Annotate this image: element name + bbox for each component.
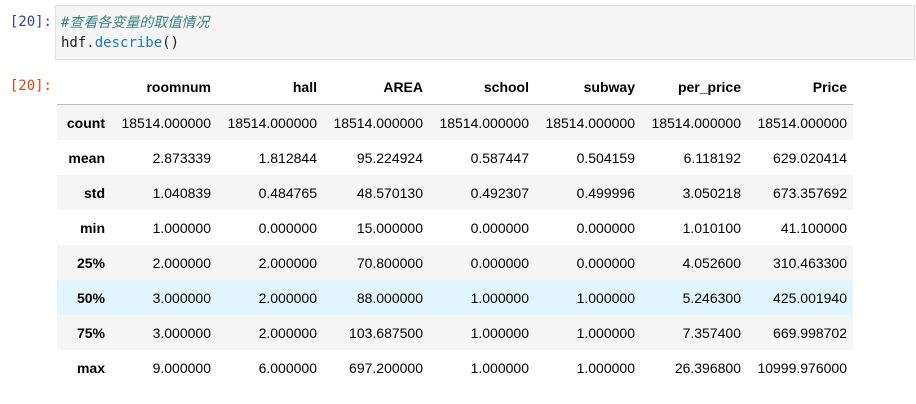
table-cell: 88.000000 (356, 289, 423, 306)
table-row: std 1.040839 0.484765 48.570130 0.492307… (57, 175, 853, 210)
table-cell: 697.200000 (349, 359, 423, 376)
table-row: max 9.000000 6.000000 697.200000 1.00000… (57, 350, 853, 385)
table-cell: 6.000000 (258, 359, 317, 376)
row-label: std (84, 184, 105, 201)
table-cell: 10999.976000 (757, 359, 847, 376)
table-cell: 18514.000000 (439, 114, 529, 131)
row-label: 25% (76, 254, 105, 271)
table-cell: 70.800000 (356, 254, 423, 271)
table-cell: 103.687500 (349, 324, 423, 341)
table-cell: 0.484765 (258, 184, 317, 201)
table-cell: 0.499996 (576, 184, 635, 201)
table-cell: 0.000000 (258, 219, 317, 236)
table-row: 50% 3.000000 2.000000 88.000000 1.000000… (57, 280, 853, 315)
table-cell: 0.492307 (470, 184, 529, 201)
table-row: count 18514.000000 18514.000000 18514.00… (57, 104, 853, 140)
column-header-subway: subway (535, 69, 641, 105)
table-cell: 18514.000000 (333, 114, 423, 131)
table-cell: 2.000000 (258, 324, 317, 341)
table-cell: 3.050218 (682, 184, 741, 201)
code-statement-line: hdf.describe() (61, 33, 914, 53)
table-cell: 0.504159 (576, 149, 635, 166)
table-cell: 18514.000000 (545, 114, 635, 131)
column-header-roomnum: roomnum (111, 69, 217, 105)
table-cell: 1.000000 (576, 359, 635, 376)
code-cell-editor[interactable]: #查看各变量的取值情况 hdf.describe() (55, 5, 915, 60)
table-row: 75% 3.000000 2.000000 103.687500 1.00000… (57, 315, 853, 350)
table-row: mean 2.873339 1.812844 95.224924 0.58744… (57, 140, 853, 175)
table-cell: 26.396800 (674, 359, 741, 376)
table-cell: 3.000000 (152, 324, 211, 341)
row-label: min (80, 219, 105, 236)
table-cell: 18514.000000 (227, 114, 317, 131)
row-label: 50% (76, 289, 105, 306)
table-cell: 425.001940 (773, 289, 847, 306)
table-cell: 1.812844 (258, 149, 317, 166)
code-method: describe (94, 35, 163, 51)
row-label: 75% (76, 324, 105, 341)
table-cell: 0.587447 (470, 149, 529, 166)
code-dot: . (86, 35, 95, 51)
code-comment-line: #查看各变量的取值情况 (61, 13, 914, 33)
table-cell: 1.000000 (470, 289, 529, 306)
column-header-hall: hall (217, 69, 323, 105)
table-cell: 95.224924 (356, 149, 423, 166)
table-cell: 0.000000 (576, 254, 635, 271)
table-cell: 1.010100 (682, 219, 741, 236)
table-cell: 1.000000 (576, 324, 635, 341)
table-cell: 18514.000000 (121, 114, 211, 131)
code-comment: #查看各变量的取值情况 (61, 15, 210, 31)
table-cell: 1.000000 (470, 359, 529, 376)
table-cell: 18514.000000 (757, 114, 847, 131)
table-cell: 0.000000 (470, 219, 529, 236)
table-cell: 669.998702 (773, 324, 847, 341)
table-cell: 5.246300 (682, 289, 741, 306)
table-cell: 0.000000 (576, 219, 635, 236)
table-cell: 2.000000 (258, 289, 317, 306)
index-header (57, 69, 111, 105)
table-cell: 9.000000 (152, 359, 211, 376)
column-header-per-price: per_price (641, 69, 747, 105)
table-cell: 41.100000 (780, 219, 847, 236)
table-cell: 15.000000 (356, 219, 423, 236)
table-cell: 3.000000 (152, 289, 211, 306)
table-cell: 48.570130 (356, 184, 423, 201)
table-cell: 1.040839 (152, 184, 211, 201)
describe-output-table: roomnum hall AREA school subway per_pric… (57, 69, 853, 385)
table-cell: 2.000000 (258, 254, 317, 271)
table-cell: 673.357692 (773, 184, 847, 201)
table-cell: 2.000000 (152, 254, 211, 271)
code-object: hdf (61, 35, 87, 51)
table-cell: 2.873339 (152, 149, 211, 166)
table-row: 25% 2.000000 2.000000 70.800000 0.000000… (57, 245, 853, 280)
table-cell: 1.000000 (576, 289, 635, 306)
code-parens: () (162, 35, 180, 51)
table-cell: 1.000000 (470, 324, 529, 341)
output-prompt: [20]: (9, 78, 52, 94)
table-cell: 310.463300 (773, 254, 847, 271)
table-cell: 6.118192 (683, 149, 741, 166)
column-header-price: Price (747, 69, 853, 105)
table-cell: 629.020414 (773, 149, 847, 166)
column-header-area: AREA (323, 69, 429, 105)
table-cell: 18514.000000 (651, 114, 741, 131)
row-label: max (76, 359, 105, 376)
table-row: min 1.000000 0.000000 15.000000 0.000000… (57, 210, 853, 245)
table-cell: 4.052600 (682, 254, 741, 271)
row-label: count (66, 114, 105, 131)
table-header-row: roomnum hall AREA school subway per_pric… (57, 69, 853, 105)
table-cell: 1.000000 (152, 219, 211, 236)
input-prompt: [20]: (9, 14, 52, 30)
column-header-school: school (429, 69, 535, 105)
table-cell: 0.000000 (470, 254, 529, 271)
table-cell: 7.357400 (682, 324, 741, 341)
row-label: mean (68, 149, 105, 166)
